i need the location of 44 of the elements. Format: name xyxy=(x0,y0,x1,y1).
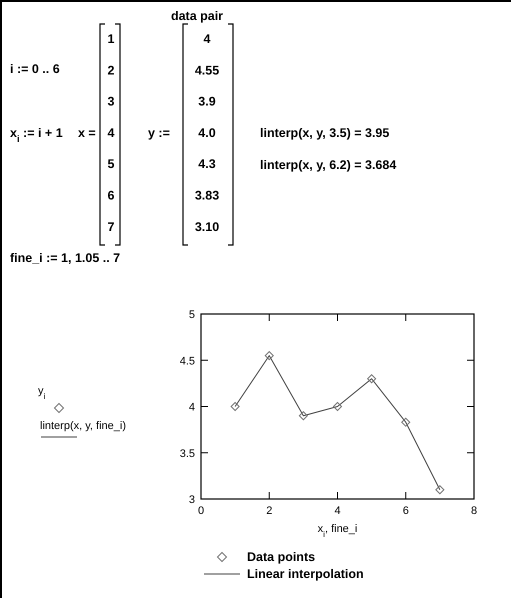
text: 2 xyxy=(107,62,114,77)
point xyxy=(434,484,444,494)
text: y$_{i}$ xyxy=(38,384,45,400)
text: 1 xyxy=(107,32,114,46)
x-tick-label: 0 xyxy=(197,504,204,516)
text: 4.0 xyxy=(198,125,216,140)
text: data pair xyxy=(170,8,223,22)
text: 6 xyxy=(107,188,114,202)
text: 3.83 xyxy=(194,188,219,202)
y-tick-label: 4 xyxy=(188,401,194,413)
text: 3.9 xyxy=(198,94,216,108)
y-tick-label: 3.5 xyxy=(179,447,194,460)
point xyxy=(366,374,376,383)
text: 4 xyxy=(203,32,210,46)
text: i := 0 .. 6 xyxy=(10,62,60,76)
y-tick-label: 5 xyxy=(188,308,194,320)
point xyxy=(230,402,240,410)
text: fine_i := 1, 1.05 .. 7 xyxy=(10,250,120,264)
point xyxy=(332,402,342,410)
text: 3.10 xyxy=(194,219,219,234)
text: linterp(x, y, 3.5) = 3.95 xyxy=(260,126,389,140)
legend-label: Data points xyxy=(246,550,315,564)
text: linterp(x, y, fine_i) xyxy=(40,420,126,432)
y-tick-label: 3 xyxy=(188,494,194,506)
text: 4 xyxy=(107,125,114,140)
text: y := xyxy=(148,126,170,140)
text: 4.3 xyxy=(198,156,216,171)
x-tick-label: 6 xyxy=(402,504,408,516)
text: 5 xyxy=(107,156,114,171)
text: x = xyxy=(78,126,96,140)
legend-label: Linear interpolation xyxy=(246,566,364,580)
text: 7 xyxy=(107,219,114,234)
y-tick-label: 4.5 xyxy=(179,354,194,367)
point xyxy=(298,410,308,420)
text: linterp(x, y, 6.2) = 3.684 xyxy=(260,158,396,172)
x-axis-title: x$_{i}$, fine_i xyxy=(317,522,357,538)
x-tick-label: 4 xyxy=(334,504,340,516)
x-tick-label: 2 xyxy=(266,504,272,516)
text: 3 xyxy=(107,94,114,108)
point xyxy=(264,350,274,360)
x-tick-label: 8 xyxy=(470,504,477,516)
text: 4.55 xyxy=(194,62,219,77)
point xyxy=(400,417,410,426)
text: x$_{i}$ := i + 1 xyxy=(10,126,62,144)
